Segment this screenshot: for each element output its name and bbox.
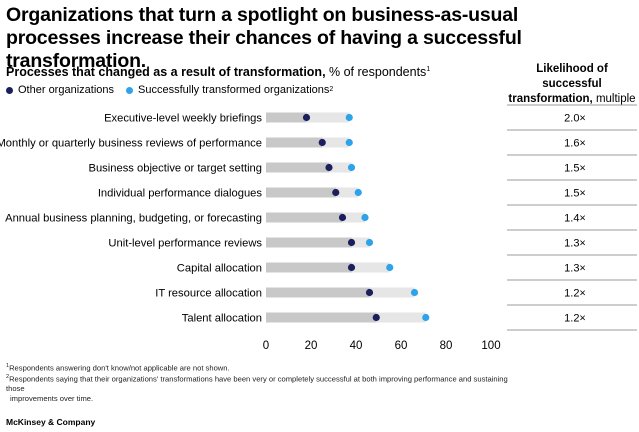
dot-success [361, 213, 369, 222]
multiple-value: 1.6× [564, 138, 586, 150]
bar-other [266, 262, 352, 273]
bar-other [266, 112, 307, 123]
category-label: Talent allocation [182, 313, 262, 325]
bar-other [266, 212, 343, 223]
footnote-1: 1Respondents answering don't know/not ap… [6, 363, 230, 373]
dot-success [354, 188, 362, 197]
multiple-value: 1.4× [564, 213, 586, 225]
dot-other [325, 163, 333, 172]
dot-success [365, 238, 374, 247]
category-label: Capital allocation [177, 263, 262, 275]
multiple-header-line2-bold: transformation, [508, 93, 593, 105]
category-label: Business objective or target setting [89, 163, 263, 175]
x-tick-label: 40 [350, 340, 363, 352]
dot-other [318, 138, 326, 147]
dot-success [422, 313, 430, 322]
legend: Other organizations Successfully transfo… [6, 83, 345, 97]
legend-item-success: Successfully transformed organizations 2 [126, 83, 333, 97]
subtitle-unit: % of respondents [325, 65, 427, 80]
dot-other [338, 213, 347, 222]
category-label: Annual business planning, budgeting, or … [5, 213, 262, 225]
bar-other [266, 137, 323, 148]
legend-label-other: Other organizations [18, 84, 114, 96]
dot-success [345, 138, 353, 147]
category-label: Individual performance dialogues [98, 188, 263, 200]
subtitle-bold: Processes that changed as a result of tr… [6, 65, 326, 80]
dot-other [347, 238, 356, 247]
footnote-2-continued: improvements over time. [10, 393, 94, 403]
category-label: Unit-level performance reviews [108, 238, 262, 250]
bar-other [266, 287, 370, 298]
dot-other [347, 263, 356, 272]
dot-success [345, 113, 353, 122]
multiple-header-line2-rest: multiple [592, 93, 636, 105]
chart-title: Organizations that turn a spotlight on b… [6, 4, 522, 72]
x-tick-label: 0 [263, 340, 269, 352]
bar-other [266, 312, 377, 323]
multiple-header-line1: Likelihood of successful [536, 63, 608, 90]
footnotes: 1Respondents answering don't know/not ap… [6, 362, 526, 403]
multiple-value: 2.0× [564, 113, 586, 125]
category-label: IT resource allocation [155, 288, 262, 300]
multiple-value: 1.2× [564, 288, 586, 300]
dot-other [365, 288, 374, 297]
multiple-column-header: Likelihood of successful transformation,… [507, 62, 637, 107]
multiple-value: 1.3× [564, 263, 586, 275]
x-tick-label: 20 [305, 340, 318, 352]
chart-subtitle: Processes that changed as a result of tr… [6, 62, 430, 80]
multiple-value: 1.5× [564, 188, 586, 200]
category-label: Executive-level weekly briefings [104, 113, 262, 125]
category-label: Monthly or quarterly business reviews of… [0, 138, 262, 150]
legend-footnote-mark: 2 [329, 86, 334, 93]
bar-other [266, 187, 336, 198]
legend-dot-other [6, 86, 13, 94]
dot-other [302, 113, 311, 122]
dot-success [386, 263, 394, 272]
legend-label-success: Successfully transformed organizations [138, 84, 330, 96]
dot-success [347, 163, 356, 172]
dot-other [372, 313, 380, 322]
legend-dot-success [126, 86, 133, 94]
x-tick-label: 60 [395, 340, 408, 352]
dot-other [332, 188, 340, 197]
bar-other [266, 237, 352, 248]
x-tick-label: 80 [440, 340, 453, 352]
bar-other [266, 162, 329, 173]
brand-logo-text: McKinsey & Company [6, 417, 96, 427]
multiple-value: 1.5× [564, 163, 586, 175]
x-tick-label: 100 [481, 340, 500, 352]
dot-success [410, 288, 419, 297]
legend-item-other: Other organizations [6, 83, 114, 97]
footnote-2: 2Respondents saying that their organizat… [6, 374, 508, 394]
multiple-value: 1.2× [564, 313, 586, 325]
subtitle-footnote-mark: 1 [426, 66, 431, 73]
multiple-value: 1.3× [564, 238, 586, 250]
dot-bar-chart: Executive-level weekly briefings 2.0× Mont… [0, 104, 637, 352]
